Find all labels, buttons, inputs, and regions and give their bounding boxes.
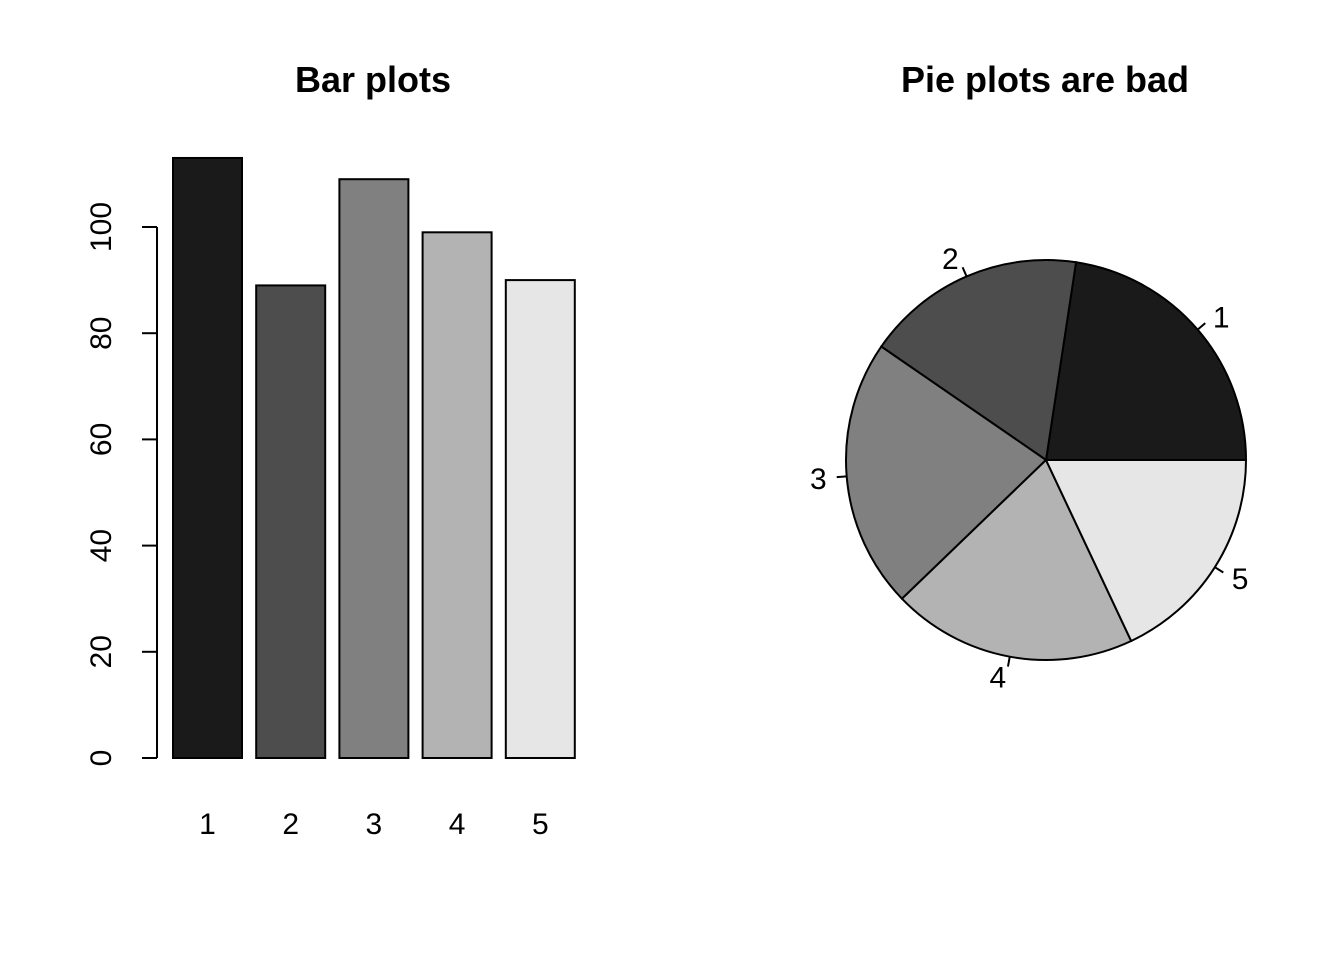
bar-2 bbox=[255, 284, 327, 759]
pie-slice-3 bbox=[845, 345, 1048, 601]
bar-5 bbox=[504, 279, 576, 759]
bar-y-tick-label: 60 bbox=[85, 423, 118, 456]
pie-label-tick bbox=[1006, 656, 1011, 667]
bar-chart-title: Bar plots bbox=[295, 59, 451, 100]
bar-x-tick-label: 1 bbox=[199, 808, 216, 841]
bar-series bbox=[172, 156, 576, 760]
bar-3 bbox=[338, 178, 410, 759]
bar-y-tick-label: 20 bbox=[85, 635, 118, 668]
pie-slice-2 bbox=[879, 259, 1078, 462]
pie-slice-label: 4 bbox=[989, 661, 1006, 694]
pie-label-tick bbox=[836, 475, 847, 479]
bar-y-tick-label: 80 bbox=[85, 317, 118, 350]
pie-chart-panel: Pie plots are bad 1 2 3 4 5 bbox=[810, 59, 1248, 694]
pie-slice-1 bbox=[1044, 261, 1248, 461]
bar-1 bbox=[172, 156, 243, 760]
pie-label-tick bbox=[1214, 566, 1224, 574]
pie-slice-label: 1 bbox=[1213, 302, 1230, 335]
pie-label-tick bbox=[1197, 322, 1206, 331]
bar-y-tick-label: 40 bbox=[85, 529, 118, 562]
bar-x-labels: 1 2 3 4 5 bbox=[199, 808, 548, 841]
pie-label-tick bbox=[961, 266, 968, 277]
bar-x-tick-label: 2 bbox=[282, 808, 299, 841]
bar-4 bbox=[421, 231, 493, 759]
bar-y-axis: 0 20 40 60 80 100 bbox=[85, 202, 158, 767]
bar-x-tick-label: 4 bbox=[449, 808, 466, 841]
pie-slice-label: 2 bbox=[942, 243, 959, 276]
bar-chart-panel: Bar plots 0 20 40 60 80 100 1 2 3 4 5 bbox=[85, 59, 576, 841]
bar-x-tick-label: 3 bbox=[366, 808, 383, 841]
pie-chart-title: Pie plots are bad bbox=[901, 59, 1189, 100]
bar-y-tick-label: 100 bbox=[85, 202, 118, 252]
pie-slice-label: 3 bbox=[810, 463, 827, 496]
bar-x-tick-label: 5 bbox=[532, 808, 549, 841]
pie-labels: 1 2 3 4 5 bbox=[810, 243, 1248, 694]
pie-slice-label: 5 bbox=[1232, 563, 1249, 596]
pie-slices bbox=[845, 259, 1248, 661]
bar-y-tick-label: 0 bbox=[85, 750, 118, 767]
